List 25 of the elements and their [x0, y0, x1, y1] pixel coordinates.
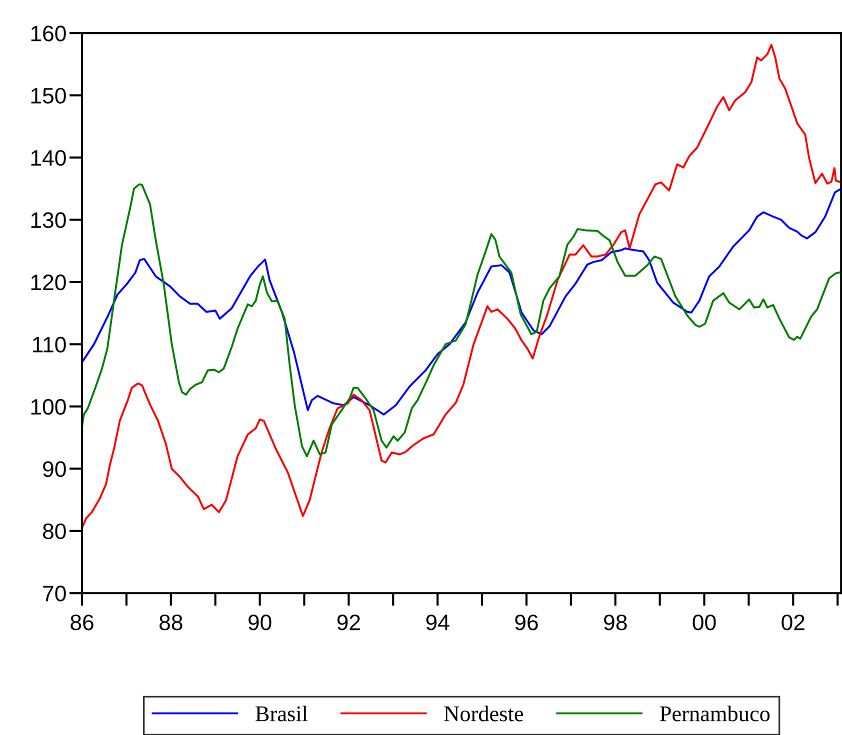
y-tick-label: 140: [31, 150, 66, 166]
y-tick-label: 100: [31, 398, 66, 415]
x-tick-label: 00: [692, 614, 716, 630]
y-tick-label: 70: [43, 586, 66, 602]
x-tick-label: 88: [160, 614, 182, 630]
x-tick-label: 90: [248, 614, 272, 630]
y-tick-label: 90: [43, 461, 66, 477]
legend-label: Nordeste: [444, 706, 524, 722]
line-series: [82, 183, 842, 458]
x-tick-label: 02: [782, 614, 804, 630]
y-tick-label: 120: [31, 274, 66, 290]
y-tick-label: 130: [31, 212, 66, 228]
y-tick-label: 80: [42, 523, 66, 540]
y-tick-label: 110: [32, 336, 66, 352]
legend-label: Brasil: [256, 706, 308, 722]
y-tick-label: 160: [31, 26, 66, 42]
x-tick-label: 92: [337, 614, 360, 630]
y-tick-label: 150: [31, 88, 66, 104]
x-tick-label: 96: [515, 614, 538, 630]
x-tick-label: 86: [70, 614, 94, 630]
legend-label: Pernambuco: [660, 706, 770, 722]
x-tick-label: 94: [426, 614, 450, 630]
line-series: [82, 44, 842, 529]
line-series: [82, 188, 842, 416]
x-tick-label: 98: [604, 614, 627, 630]
